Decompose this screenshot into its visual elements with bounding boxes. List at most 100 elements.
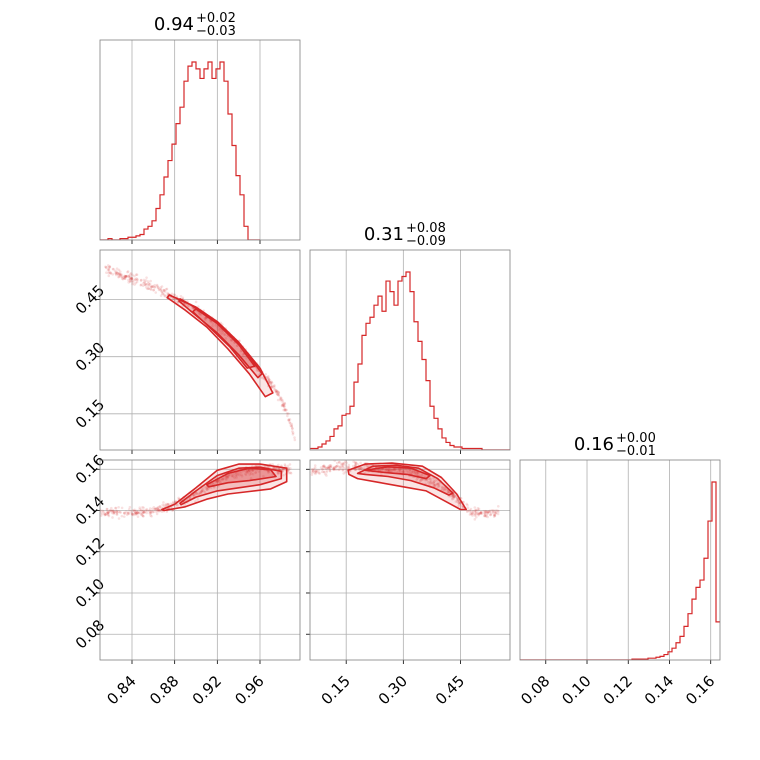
sample-point bbox=[291, 427, 294, 430]
sample-point bbox=[183, 503, 186, 507]
sample-point bbox=[322, 465, 325, 469]
sample-point bbox=[216, 480, 219, 484]
sample-point bbox=[354, 460, 357, 464]
sample-point bbox=[354, 464, 358, 467]
sample-point bbox=[160, 510, 164, 513]
sample-point bbox=[471, 509, 475, 513]
sample-point bbox=[125, 513, 129, 517]
density-contour bbox=[205, 467, 277, 488]
sample-point bbox=[277, 471, 280, 475]
sample-point bbox=[412, 470, 415, 474]
sample-point bbox=[158, 505, 162, 508]
sample-point bbox=[147, 282, 150, 285]
sample-point bbox=[105, 271, 108, 274]
sample-point bbox=[354, 462, 357, 465]
sample-point bbox=[471, 512, 474, 516]
sample-point bbox=[222, 477, 226, 480]
y-tick-label: 0.30 bbox=[72, 338, 108, 374]
sample-point bbox=[444, 488, 448, 491]
y-tick-label: 0.10 bbox=[72, 575, 108, 611]
sample-point bbox=[154, 507, 158, 511]
sample-point bbox=[119, 511, 122, 514]
sample-point bbox=[315, 469, 318, 473]
sample-point bbox=[144, 508, 148, 512]
sample-point bbox=[279, 396, 282, 399]
sample-point bbox=[485, 510, 489, 514]
sample-point bbox=[468, 510, 472, 513]
sample-point bbox=[491, 510, 495, 513]
sample-point bbox=[175, 295, 179, 298]
sample-point bbox=[455, 500, 459, 503]
sample-point bbox=[477, 507, 481, 511]
sample-point bbox=[177, 496, 180, 500]
sample-point bbox=[173, 293, 177, 297]
sample-point bbox=[474, 510, 478, 514]
sample-point bbox=[285, 408, 288, 412]
sample-point bbox=[484, 509, 488, 513]
sample-point bbox=[282, 402, 286, 406]
sample-point bbox=[113, 510, 116, 514]
sample-point bbox=[126, 511, 130, 514]
sample-point bbox=[202, 489, 205, 493]
sample-point bbox=[134, 511, 137, 515]
sample-point bbox=[101, 509, 104, 513]
sample-point bbox=[441, 486, 444, 489]
sample-point bbox=[107, 274, 111, 278]
sample-point bbox=[257, 470, 261, 473]
sample-point bbox=[104, 513, 107, 516]
sample-point bbox=[437, 484, 441, 488]
sample-point bbox=[332, 467, 336, 470]
sample-point bbox=[469, 512, 473, 516]
sample-point bbox=[483, 512, 487, 516]
sample-point bbox=[154, 507, 158, 510]
sample-point bbox=[324, 466, 327, 469]
sample-point bbox=[125, 274, 129, 278]
sample-point bbox=[281, 402, 285, 406]
sample-point bbox=[203, 491, 207, 494]
sample-point bbox=[107, 267, 111, 271]
sample-point bbox=[453, 495, 456, 499]
sample-point bbox=[332, 468, 335, 471]
sample-point bbox=[468, 508, 472, 512]
sample-point bbox=[154, 291, 158, 294]
sample-point bbox=[398, 468, 401, 471]
sample-point bbox=[129, 276, 133, 280]
sample-point bbox=[149, 510, 153, 514]
sample-point bbox=[217, 328, 220, 332]
sample-point bbox=[141, 511, 145, 515]
sample-point bbox=[357, 467, 360, 471]
sample-point bbox=[139, 513, 143, 516]
sample-point bbox=[282, 403, 285, 407]
sample-point bbox=[227, 473, 231, 477]
sample-point bbox=[161, 292, 164, 296]
sample-point bbox=[410, 471, 414, 474]
sample-point bbox=[117, 268, 121, 272]
sample-point bbox=[110, 506, 113, 510]
sample-point bbox=[477, 513, 480, 517]
sample-point bbox=[433, 480, 436, 483]
sample-point bbox=[429, 477, 432, 481]
sample-point bbox=[293, 438, 297, 442]
sample-point bbox=[341, 468, 344, 472]
sample-point bbox=[345, 461, 348, 465]
density-contour bbox=[347, 462, 468, 511]
sample-point bbox=[446, 490, 450, 493]
sample-point bbox=[334, 468, 338, 471]
sample-point bbox=[323, 465, 327, 468]
sample-point bbox=[216, 479, 219, 483]
sample-point bbox=[109, 509, 112, 513]
sample-point bbox=[156, 507, 160, 510]
sample-point bbox=[131, 282, 134, 286]
sample-point bbox=[230, 474, 234, 478]
sample-point bbox=[333, 466, 336, 469]
sample-point bbox=[434, 479, 438, 482]
sample-point bbox=[335, 461, 339, 465]
sample-point bbox=[288, 418, 292, 421]
sample-point bbox=[216, 479, 219, 483]
sample-point bbox=[196, 497, 200, 501]
density-contour bbox=[166, 294, 274, 398]
sample-point bbox=[461, 505, 465, 509]
sample-point bbox=[286, 414, 289, 418]
sample-point bbox=[240, 473, 243, 477]
sample-point bbox=[142, 508, 145, 512]
